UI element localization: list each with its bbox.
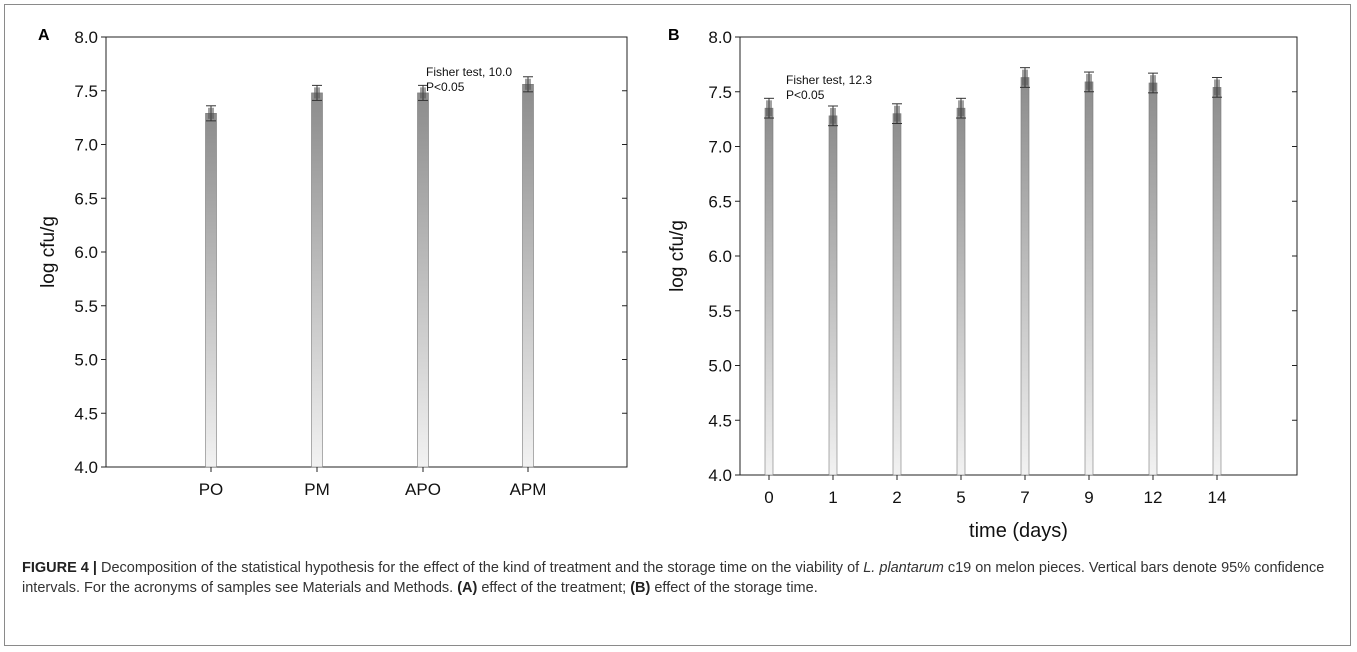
x-tick-label: 12: [1144, 488, 1163, 507]
y-tick-label: 4.5: [74, 404, 98, 423]
y-tick-label: 4.0: [708, 466, 732, 485]
x-tick-label: APM: [510, 480, 547, 499]
caption-a-label: (A): [457, 580, 478, 596]
caption-label: FIGURE 4 |: [22, 560, 97, 576]
error-box: [1086, 74, 1092, 90]
y-tick-label: 5.0: [708, 357, 732, 376]
y-tick-label: 7.5: [74, 82, 98, 101]
x-tick-label: 5: [956, 488, 965, 507]
figure-caption: FIGURE 4 | Decomposition of the statisti…: [22, 558, 1340, 598]
annotation-line: P<0.05: [426, 80, 465, 94]
bar: [417, 92, 429, 468]
y-axis-label: log cfu/g: [667, 220, 688, 292]
error-box: [314, 87, 320, 99]
figure-frame: [4, 4, 1351, 646]
caption-species: L. plantarum: [863, 560, 944, 576]
figure-charts: A 4.0 4.5 5.0 5.5 6.0 6.5 7.0 7.5 8.0 log cfu/g PO P…: [38, 27, 1298, 542]
error-box: [525, 78, 531, 90]
x-tick-label: 0: [764, 488, 773, 507]
error-box: [958, 100, 964, 117]
y-axis-label: log cfu/g: [38, 216, 59, 288]
caption-a-text: effect of the treatment;: [477, 580, 631, 596]
bar: [311, 92, 323, 468]
annotation-line: Fisher test, 12.3: [786, 73, 872, 87]
x-tick-label: 2: [892, 488, 901, 507]
y-tick-label: 6.0: [708, 247, 732, 266]
bar: [205, 113, 217, 468]
error-box: [766, 100, 772, 117]
panel-a: A 4.0 4.5 5.0 5.5 6.0 6.5 7.0 7.5 8.0 log cfu/g PO P…: [38, 27, 628, 499]
y-tick-label: 7.0: [74, 136, 98, 155]
caption-text-2: c19 on melon pieces. Vertical bars denot…: [22, 560, 1325, 596]
bar: [1020, 77, 1030, 476]
bar: [1084, 81, 1094, 476]
x-axis-label: time (days): [969, 520, 1068, 542]
caption-b-label: (B): [630, 580, 651, 596]
error-box: [420, 87, 426, 99]
y-tick-label: 7.0: [708, 138, 732, 157]
x-tick-label: 1: [828, 488, 837, 507]
y-tick-label: 6.5: [74, 189, 98, 208]
y-tick-label: 4.0: [74, 458, 98, 477]
y-tick-label: 5.5: [74, 297, 98, 316]
x-tick-label: PO: [199, 480, 224, 499]
bar: [764, 107, 774, 476]
y-tick-label: 8.0: [74, 28, 98, 47]
x-tick-label: 9: [1084, 488, 1093, 507]
y-tick-label: 5.0: [74, 351, 98, 370]
plot-area: [105, 36, 628, 468]
x-tick-label: PM: [304, 480, 330, 499]
error-box: [208, 107, 214, 119]
y-tick-label: 8.0: [708, 28, 732, 47]
x-tick-label: 7: [1020, 488, 1029, 507]
y-tick-label: 7.5: [708, 83, 732, 102]
bar: [522, 84, 534, 468]
y-tick-label: 4.5: [708, 411, 732, 430]
annotation-line: Fisher test, 10.0: [426, 65, 512, 79]
y-tick-label: 5.5: [708, 302, 732, 321]
panel-letter: A: [38, 27, 50, 44]
bar: [892, 113, 902, 476]
bar: [956, 107, 966, 476]
y-tick-label: 6.0: [74, 243, 98, 262]
annotation-line: P<0.05: [786, 88, 825, 102]
x-tick-label: 14: [1208, 488, 1227, 507]
error-box: [830, 107, 836, 124]
error-box: [1214, 79, 1220, 96]
error-box: [894, 105, 900, 122]
y-tick-label: 6.5: [708, 192, 732, 211]
panel-letter: B: [668, 27, 680, 44]
error-box: [1150, 75, 1156, 91]
x-tick-label: APO: [405, 480, 441, 499]
bar: [828, 115, 838, 476]
caption-b-text: effect of the storage time.: [650, 580, 818, 596]
bar: [1212, 87, 1222, 476]
error-box: [1022, 69, 1028, 86]
caption-text-1: Decomposition of the statistical hypothe…: [96, 560, 864, 576]
bar: [1148, 82, 1158, 476]
